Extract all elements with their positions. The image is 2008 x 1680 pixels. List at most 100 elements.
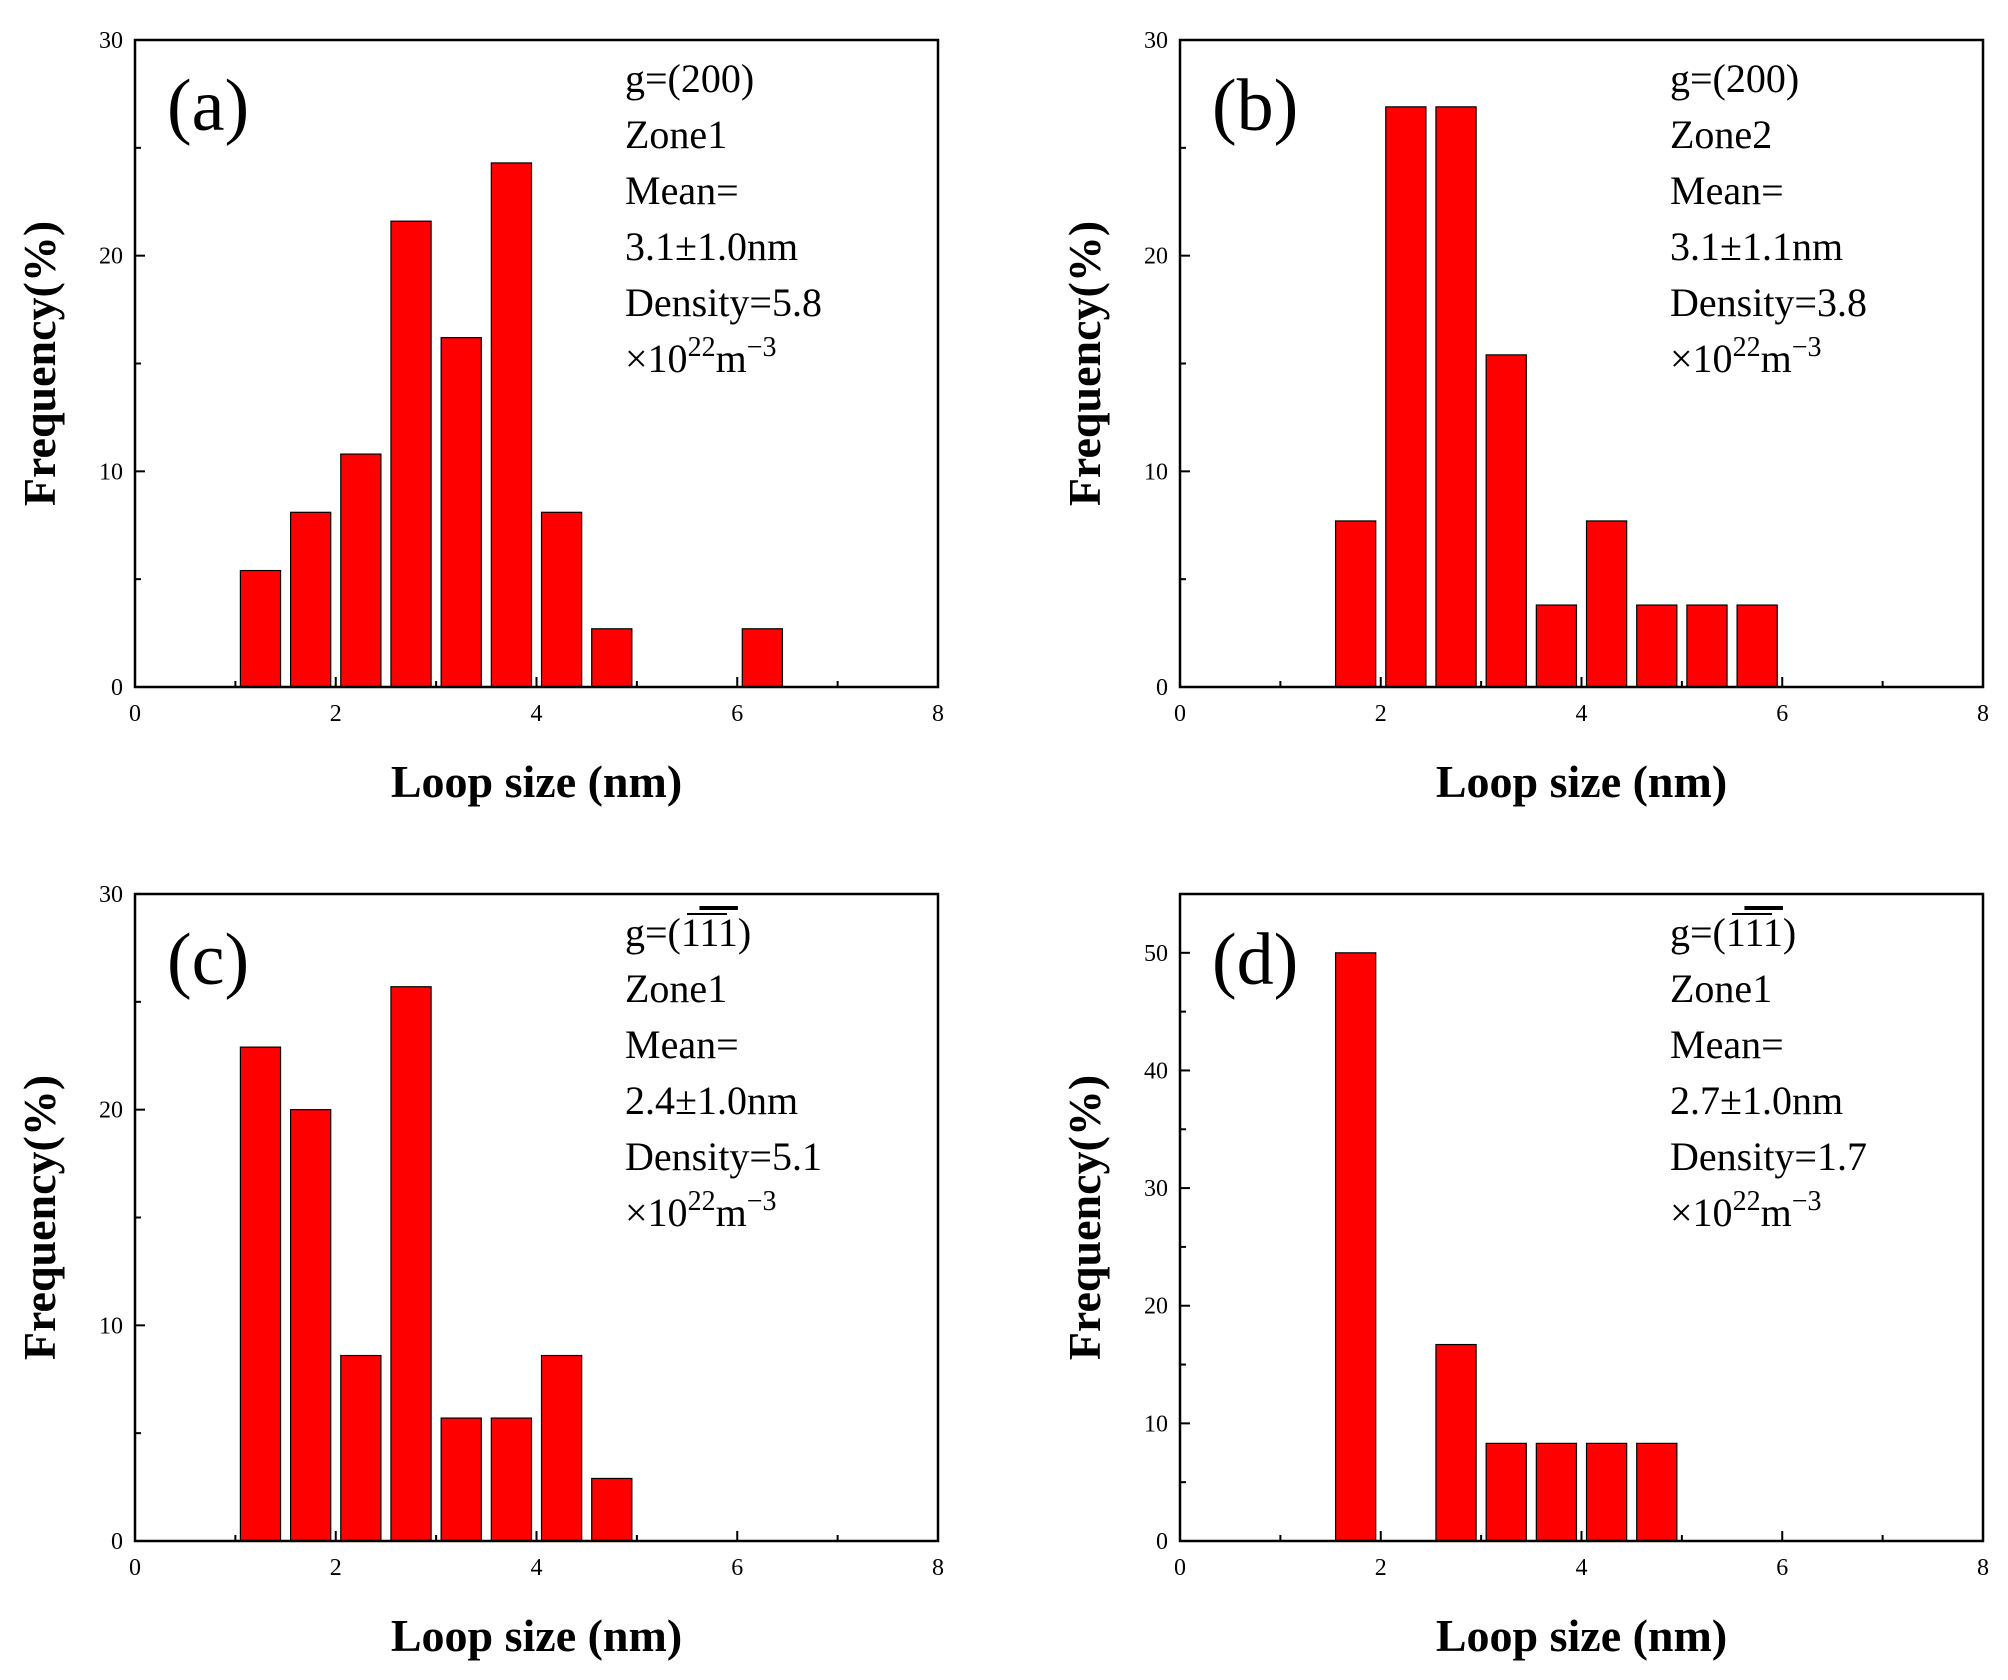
mean-value: 2.4±1.0nm — [625, 1078, 798, 1123]
bar — [390, 220, 432, 688]
bar — [1535, 604, 1578, 688]
x-tick-label: 8 — [1977, 701, 1989, 727]
bar — [591, 1477, 633, 1542]
y-tick-label: 10 — [1144, 1411, 1168, 1437]
density-label: Density=1.7 — [1670, 1134, 1867, 1179]
bar — [1334, 520, 1377, 688]
y-axis-label: Frequency(%) — [14, 1075, 65, 1360]
plot-frame — [1178, 38, 1985, 689]
density-units: ×1022m−3 — [1670, 1186, 1821, 1235]
bar — [1585, 1442, 1628, 1542]
x-axis-label: Loop size (nm) — [1436, 756, 1727, 807]
y-tick-label: 10 — [99, 459, 123, 485]
panel-letter: (a) — [167, 65, 249, 147]
bar — [1535, 1442, 1578, 1542]
y-tick-label: 0 — [111, 1529, 123, 1555]
panel-letter: (c) — [167, 919, 249, 1001]
bar — [490, 162, 533, 688]
density-units: ×1022m−3 — [625, 332, 776, 381]
x-tick-label: 4 — [1576, 701, 1588, 727]
x-tick-label: 0 — [1174, 701, 1186, 727]
x-tick-label: 0 — [129, 701, 141, 727]
density-label: Density=5.1 — [625, 1134, 822, 1179]
x-tick-label: 6 — [731, 701, 743, 727]
bar — [390, 986, 432, 1542]
bar — [1385, 106, 1427, 688]
bar — [540, 511, 583, 688]
bar — [440, 337, 482, 688]
mean-label: Mean= — [1670, 168, 1784, 213]
bar — [340, 1354, 382, 1542]
bar — [1334, 952, 1377, 1542]
bar — [1636, 604, 1678, 688]
bar — [1485, 1442, 1527, 1542]
bar — [340, 453, 382, 688]
x-tick-label: 8 — [1977, 1555, 1989, 1581]
bar — [1686, 604, 1728, 688]
bar — [289, 1109, 332, 1542]
bar — [239, 569, 282, 688]
bar — [1736, 604, 1778, 688]
bar — [591, 628, 633, 688]
x-tick-label: 6 — [1776, 1555, 1788, 1581]
y-tick-label: 50 — [1144, 941, 1168, 967]
chart-panel-d: 0 2 4 6 8 0 10 20 30 40 50 Loop size (nm) Frequency(… — [1059, 892, 1989, 1661]
y-tick-label: 20 — [1144, 244, 1168, 270]
chart-panel-a: 0 2 4 6 8 0 10 20 30 Loop size (nm) Frequency(%) (a… — [14, 28, 944, 807]
y-tick-label: 30 — [99, 882, 123, 908]
y-tick-label: 30 — [1144, 28, 1168, 54]
panel-letter: (d) — [1212, 919, 1298, 1001]
x-tick-label: 8 — [932, 1555, 944, 1581]
mean-value: 2.7±1.0nm — [1670, 1078, 1843, 1123]
g-vector: g=(111) — [1670, 910, 1796, 955]
x-tick-label: 2 — [1375, 1555, 1387, 1581]
x-tick-label: 2 — [1375, 701, 1387, 727]
density-label: Density=5.8 — [625, 280, 822, 325]
mean-label: Mean= — [625, 168, 739, 213]
bar — [741, 628, 784, 688]
density-units: ×1022m−3 — [625, 1186, 776, 1235]
panel-letter: (b) — [1212, 65, 1298, 147]
x-tick-label: 0 — [1174, 1555, 1186, 1581]
bar — [1585, 520, 1628, 688]
annotation: g=(111) Zone1 Mean= 2.4±1.0nm Density=5.1 ×10… — [625, 910, 822, 1235]
y-tick-label: 20 — [99, 1098, 123, 1124]
y-tick-label: 20 — [1144, 1294, 1168, 1320]
bar — [1435, 1343, 1477, 1542]
y-tick-label: 20 — [99, 244, 123, 270]
x-axis-label: Loop size (nm) — [391, 1610, 682, 1661]
x-tick-label: 8 — [932, 701, 944, 727]
chart-panel-c: 0 2 4 6 8 0 10 20 30 Loop size (nm) Frequency(%) (c… — [14, 882, 944, 1661]
density-units: ×1022m−3 — [1670, 332, 1821, 381]
overlined-indices: 11 — [1744, 910, 1783, 955]
x-tick-label: 4 — [531, 701, 543, 727]
mean-label: Mean= — [625, 1022, 739, 1067]
chart-panel-b: 0 2 4 6 8 0 10 20 30 Loop size (nm) Frequency(%) (b… — [1059, 28, 1989, 807]
g-vector: g=(200) — [1670, 56, 1799, 101]
plot-frame — [1178, 892, 1985, 1543]
bar — [239, 1046, 282, 1542]
bar — [440, 1417, 482, 1542]
bar — [540, 1354, 583, 1542]
mean-value: 3.1±1.0nm — [625, 224, 798, 269]
annotation: g=(111) Zone1 Mean= 2.7±1.0nm Density=1.7 ×10… — [1670, 910, 1867, 1235]
overlined-indices: 11 — [699, 910, 738, 955]
y-tick-label: 30 — [1144, 1176, 1168, 1202]
y-axis-label: Frequency(%) — [14, 221, 65, 506]
x-tick-label: 6 — [1776, 701, 1788, 727]
x-tick-label: 4 — [531, 1555, 543, 1581]
g-vector: g=(111) — [625, 910, 751, 955]
x-tick-label: 4 — [1576, 1555, 1588, 1581]
y-axis-label: Frequency(%) — [1059, 221, 1110, 506]
y-tick-label: 0 — [111, 675, 123, 701]
zone-label: Zone2 — [1670, 112, 1772, 157]
x-tick-label: 2 — [330, 701, 342, 727]
bar — [1435, 106, 1477, 688]
y-tick-label: 0 — [1156, 1529, 1168, 1555]
bar — [289, 511, 332, 688]
zone-label: Zone1 — [1670, 966, 1772, 1011]
bar — [1485, 354, 1527, 688]
annotation: g=(200) Zone1 Mean= 3.1±1.0nm Density=5.8 ×10… — [625, 56, 822, 381]
zone-label: Zone1 — [625, 966, 727, 1011]
